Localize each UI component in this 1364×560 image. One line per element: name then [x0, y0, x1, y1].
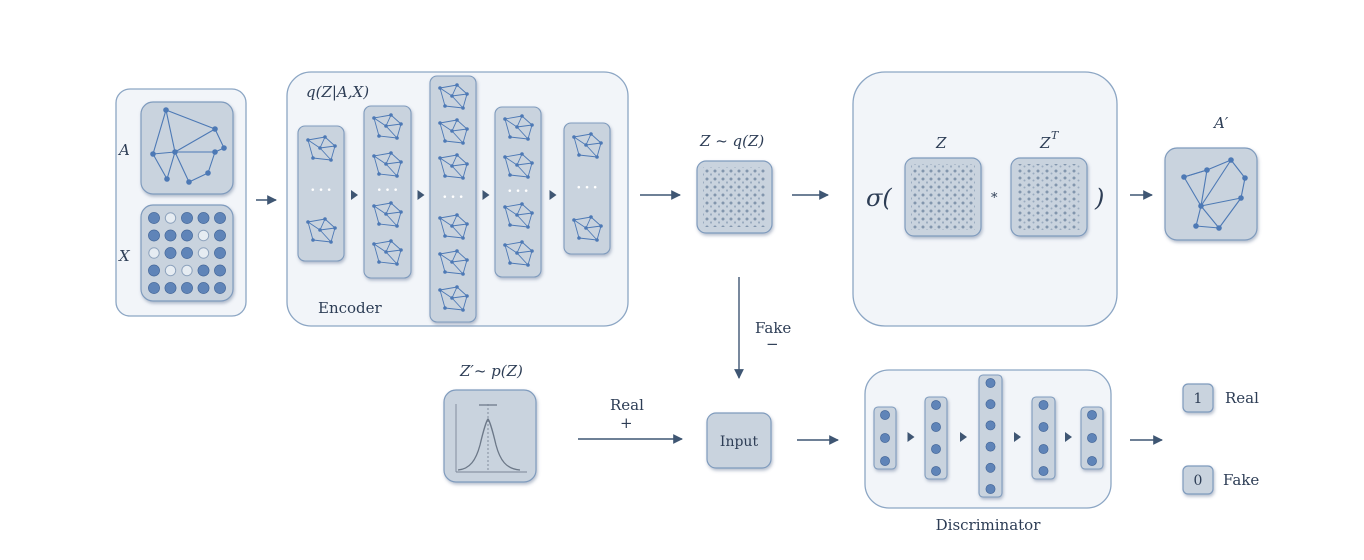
- neuron: [985, 399, 996, 410]
- neuron: [931, 400, 941, 410]
- reconstructed-graph: A′: [1164, 114, 1258, 241]
- adjacency-graph: [140, 101, 234, 195]
- close-paren: ): [1094, 184, 1104, 212]
- encoder-layer-2: • • •: [363, 105, 412, 279]
- neuron: [1038, 400, 1049, 410]
- neuron: [931, 422, 941, 432]
- ellipsis: • • •: [442, 193, 464, 203]
- sigma-open: σ(: [866, 184, 892, 212]
- encoder-layer-4: • • •: [494, 106, 542, 278]
- encoder-label: Encoder: [318, 299, 383, 317]
- discriminator-label: Discriminator: [936, 516, 1042, 534]
- neuron: [880, 410, 890, 420]
- discriminator-layer-4: [1031, 396, 1056, 480]
- discriminator-input: Input: [706, 412, 772, 469]
- encoder-layer-1: • • •: [297, 125, 345, 262]
- neuron: [1038, 444, 1049, 454]
- ellipsis: • • •: [377, 186, 399, 196]
- neuron: [985, 378, 996, 388]
- output-real: 1 Real: [1182, 383, 1259, 413]
- ellipsis: • • •: [507, 187, 529, 197]
- output-zero: 0: [1194, 473, 1203, 489]
- plus-label: +: [620, 414, 633, 432]
- prior-label: Z′~ p(Z): [459, 362, 523, 380]
- encoder-layer-3: • • •: [429, 75, 477, 323]
- ellipsis: • • •: [576, 184, 598, 194]
- posterior-label: q(Z|A,X): [306, 83, 369, 101]
- minus-label: −: [766, 335, 779, 353]
- layer-arrow: [907, 432, 915, 442]
- layer-arrow: [417, 190, 425, 200]
- discriminator-layer-5: [1080, 406, 1104, 470]
- neuron: [880, 433, 890, 443]
- neuron: [1038, 466, 1049, 476]
- neuron: [1087, 456, 1097, 466]
- discriminator-panel: Discriminator: [864, 369, 1112, 534]
- layer-arrow: [1065, 432, 1072, 442]
- neuron: [1087, 410, 1097, 420]
- neuron: [931, 466, 941, 476]
- output-one: 1: [1194, 391, 1203, 407]
- transpose-superscript: T: [1051, 129, 1060, 142]
- layer-arrow: [1014, 432, 1021, 442]
- fake-arrow-label: Fake: [755, 319, 791, 337]
- layer-arrow: [351, 190, 358, 200]
- neuron: [985, 462, 996, 473]
- discriminator-layer-2: [924, 396, 948, 480]
- neuron: [880, 456, 890, 466]
- decoder-panel: σ( Z * Z T ): [852, 71, 1118, 327]
- z-sample-label: Z ~ q(Z): [699, 132, 764, 150]
- layer-arrow: [960, 432, 967, 442]
- layer-arrow: [482, 190, 490, 200]
- feature-matrix: [140, 204, 234, 302]
- latent-z: Z ~ q(Z): [696, 132, 773, 234]
- discriminator-layer-1: [873, 406, 897, 470]
- output-fake: 0 Fake: [1182, 465, 1259, 495]
- encoder-panel: q(Z|A,X) Encoder • • • • • • • • • • • • • •…: [286, 71, 629, 327]
- decoder-zt-label: Z: [1039, 134, 1051, 152]
- neuron: [1087, 433, 1097, 443]
- prior-distribution: Z′~ p(Z): [443, 362, 537, 483]
- neuron: [985, 420, 996, 431]
- ellipsis: • • •: [310, 186, 332, 196]
- discriminator-layer-3: [978, 374, 1003, 498]
- neuron: [985, 441, 996, 452]
- neuron: [931, 444, 941, 454]
- output-fake-label: Fake: [1223, 471, 1259, 489]
- a-prime-label: A′: [1212, 114, 1229, 132]
- input-panel: A X: [115, 88, 247, 317]
- input-label: Input: [720, 434, 759, 450]
- adjacency-label: A: [117, 141, 130, 159]
- neuron: [985, 484, 996, 494]
- decoder-z-label: Z: [935, 134, 947, 152]
- features-label: X: [118, 247, 131, 265]
- neuron: [1038, 422, 1049, 432]
- encoder-layer-5: • • •: [563, 122, 611, 255]
- real-arrow-label: Real: [610, 396, 644, 414]
- multiply-symbol: *: [991, 191, 998, 206]
- layer-arrow: [549, 190, 557, 200]
- output-real-label: Real: [1225, 389, 1259, 407]
